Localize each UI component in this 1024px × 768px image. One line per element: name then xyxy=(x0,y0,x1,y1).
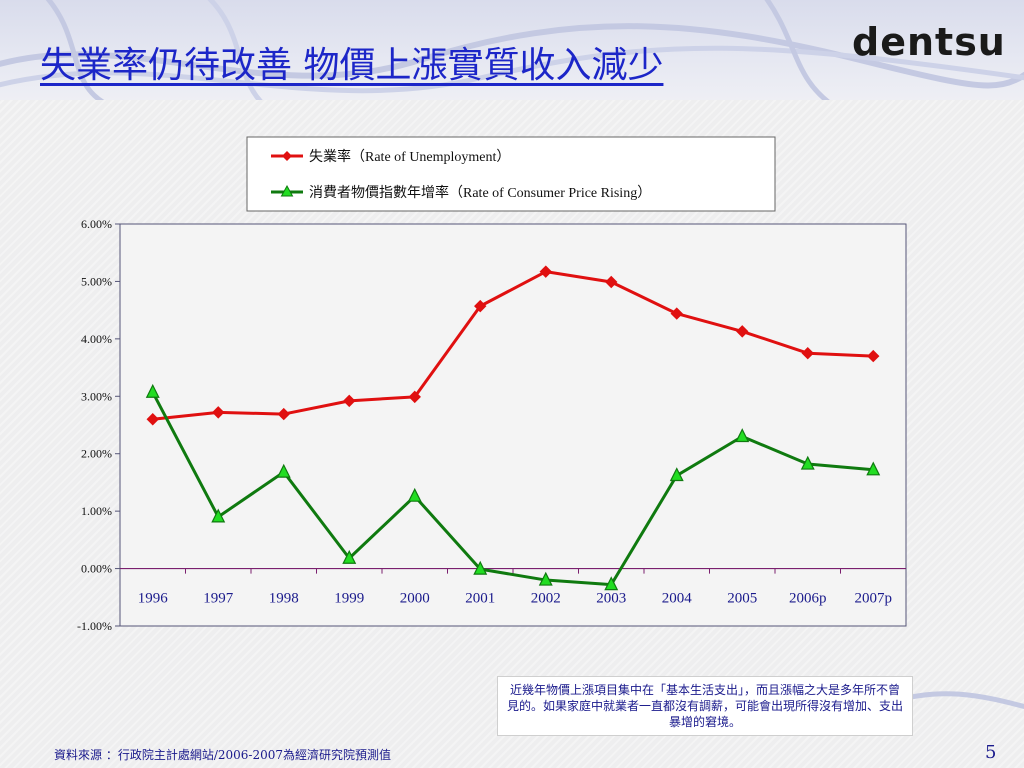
series-point-1 xyxy=(146,413,159,426)
series-point-2 xyxy=(669,467,684,482)
chart-legend: 失業率（Rate of Unemployment） 消費者物價指數年增率（Rate… xyxy=(246,136,776,212)
header-band xyxy=(0,0,1024,100)
header-wave-decoration xyxy=(0,0,1024,100)
x-tick-label: 1999 xyxy=(334,591,364,607)
legend-box xyxy=(246,136,776,212)
legend-marker-2 xyxy=(280,184,294,197)
series-point-2 xyxy=(342,549,357,564)
dentsu-logo: dentsu xyxy=(852,20,1006,64)
series-line-1 xyxy=(152,270,874,421)
y-tick-label: 0.00% xyxy=(81,562,112,576)
x-tick-label: 2004 xyxy=(662,591,693,607)
series-point-2 xyxy=(211,508,226,523)
x-tick-label: 2001 xyxy=(465,591,495,607)
series-point-1 xyxy=(212,406,225,419)
y-tick-label: 6.00% xyxy=(81,217,112,231)
series-point-2 xyxy=(407,487,422,502)
legend-label-2: 消費者物價指數年增率（Rate of Consumer Price Rising… xyxy=(309,184,651,201)
legend-marker-1 xyxy=(282,151,292,161)
x-tick-label: 2003 xyxy=(596,591,626,607)
series-point-2 xyxy=(735,428,750,443)
page-title: 失業率仍待改善 物價上漲實質收入減少 xyxy=(40,45,664,86)
x-tick-label: 1998 xyxy=(269,591,299,607)
series-point-1 xyxy=(670,307,683,320)
series-line-2 xyxy=(151,391,874,587)
series-point-2 xyxy=(145,383,160,398)
y-tick-label: 4.00% xyxy=(81,332,112,346)
source-note: 資料來源 ：行政院主計處網站/2006-2007為經濟研究院預測值 xyxy=(54,748,391,762)
series-point-1 xyxy=(605,275,618,289)
y-tick-label: 5.00% xyxy=(81,274,112,288)
series-point-1 xyxy=(474,299,487,313)
note-box: 近幾年物價上漲項目集中在「基本生活支出」，而且漲幅之大是多年所不曾見的。如果家庭… xyxy=(497,676,913,736)
series-point-2 xyxy=(604,576,619,591)
page-number: 5 xyxy=(985,742,997,763)
plot-frame xyxy=(119,223,907,627)
series-point-1 xyxy=(343,394,356,408)
series-point-2 xyxy=(538,571,553,586)
x-tick-label: 1997 xyxy=(203,591,234,607)
x-tick-label: 2002 xyxy=(531,591,561,607)
series-point-2 xyxy=(866,461,881,476)
series-point-2 xyxy=(473,560,488,575)
x-tick-label: 1996 xyxy=(138,591,169,607)
series-point-1 xyxy=(736,325,749,338)
y-tick-label: -1.00% xyxy=(77,619,112,633)
y-tick-label: 3.00% xyxy=(81,389,112,403)
series-point-2 xyxy=(276,463,291,478)
legend-label-1: 失業率（Rate of Unemployment） xyxy=(309,148,510,165)
y-tick-label: 2.00% xyxy=(81,447,112,461)
x-tick-label: 2006p xyxy=(789,591,827,607)
y-tick-label: 1.00% xyxy=(81,504,112,518)
series-point-1 xyxy=(408,390,421,404)
series-point-1 xyxy=(801,347,814,360)
x-tick-label: 2007p xyxy=(855,591,893,607)
series-point-1 xyxy=(539,265,552,278)
series-point-2 xyxy=(800,455,815,470)
series-point-1 xyxy=(867,349,880,363)
series-point-1 xyxy=(277,407,290,421)
plot-area: 6.00% 5.00% 4.00% 3.00% 2.00% 1.00% 0.00% -1.00… xyxy=(77,217,907,633)
note-text: 近幾年物價上漲項目集中在「基本生活支出」，而且漲幅之大是多年所不曾見的。如果家庭… xyxy=(506,683,903,729)
x-tick-label: 2000 xyxy=(400,591,430,607)
x-tick-label: 2005 xyxy=(727,591,757,607)
